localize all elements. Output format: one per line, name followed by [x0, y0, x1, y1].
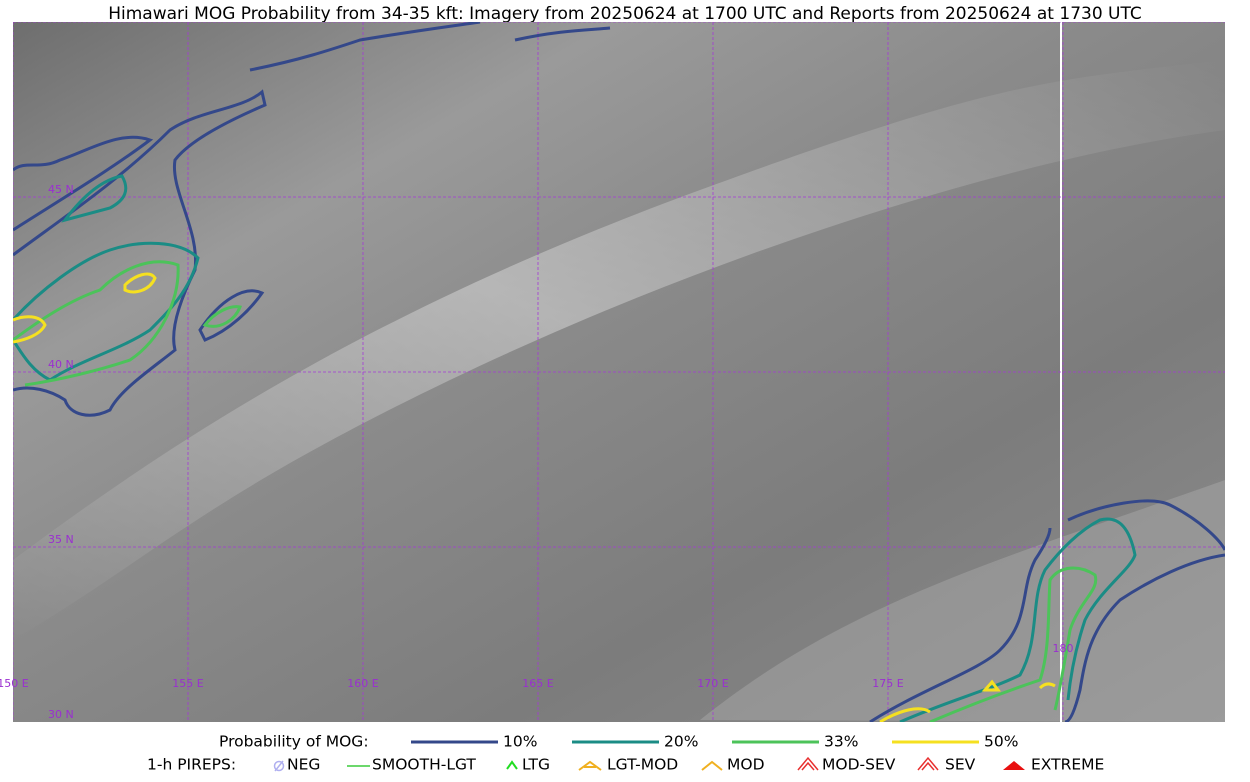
legend-probability: Probability of MOG: 10% 20% 33% 50%: [219, 733, 1018, 751]
legend-item: NEG: [287, 756, 320, 774]
contours-shape: [13, 135, 154, 232]
lon-label: 165 E: [522, 677, 553, 690]
contours-shape: [929, 566, 1098, 722]
lat-label: 30 N: [48, 708, 74, 721]
lon-label: 155 E: [172, 677, 203, 690]
legend-pireps-shape: [797, 756, 819, 771]
legend-item: MOD: [727, 756, 765, 774]
legend-item: LTG: [522, 756, 550, 774]
legend-pireps-shape: [273, 760, 285, 772]
contours-shape: [879, 707, 931, 722]
legend-title: 1-h PIREPS:: [147, 756, 236, 774]
legend-item: SEV: [945, 756, 976, 774]
map: [13, 22, 1225, 722]
contours-shape: [202, 305, 243, 328]
legend-item: SMOOTH-LGT: [372, 756, 476, 774]
lat-label: 35 N: [48, 533, 74, 546]
title: Himawari MOG Probability from 34-35 kft:…: [108, 4, 1142, 24]
contours: [13, 22, 1225, 722]
legend-pireps-shape: [1003, 761, 1025, 770]
legend-pireps-shape: [578, 760, 602, 771]
legend-item: 33%: [824, 733, 858, 751]
legend-item: LGT-MOD: [607, 756, 678, 774]
map-labels: 45 N 40 N 35 N 30 N 150 E 155 E 160 E 16…: [0, 183, 1074, 721]
legend-pireps-shape: [917, 756, 939, 771]
contours-shape: [249, 22, 481, 72]
contours-shape: [198, 289, 265, 342]
legend-item: 10%: [503, 733, 537, 751]
contours-shape: [123, 272, 157, 294]
lon-label: 170 E: [697, 677, 728, 690]
lon-label: 175 E: [872, 677, 903, 690]
contours-shape: [13, 315, 47, 344]
contours-shape: [61, 174, 128, 223]
cloud-band: [700, 480, 1225, 722]
legend-item: 20%: [664, 733, 698, 751]
legend-item: 50%: [984, 733, 1018, 751]
lon-label: 160 E: [347, 677, 378, 690]
grid: [13, 22, 1225, 722]
contours-shape: [869, 499, 1225, 722]
contours-shape: [981, 679, 1001, 692]
legend-pireps-shape: [274, 760, 284, 772]
contours-shape: [514, 26, 611, 42]
legend-title: Probability of MOG:: [219, 733, 369, 751]
contours-shape: [13, 260, 180, 387]
contours-shape: [899, 517, 1137, 722]
legend-pireps: 1-h PIREPS: NEG SMOOTH-LGT LTG LGT-MOD M…: [147, 756, 1104, 774]
lat-label: 40 N: [48, 358, 74, 371]
lon-label: 180: [1053, 642, 1074, 655]
legend-item: MOD-SEV: [822, 756, 896, 774]
legend-pireps-shape: [506, 760, 518, 770]
legend-item: EXTREME: [1031, 756, 1104, 774]
contours-shape: [13, 89, 267, 417]
legend-pireps-shape: [701, 760, 723, 771]
cloud-band: [13, 60, 1225, 640]
lat-label: 45 N: [48, 183, 74, 196]
contours-shape: [1038, 682, 1056, 690]
lon-label: 150 E: [0, 677, 29, 690]
